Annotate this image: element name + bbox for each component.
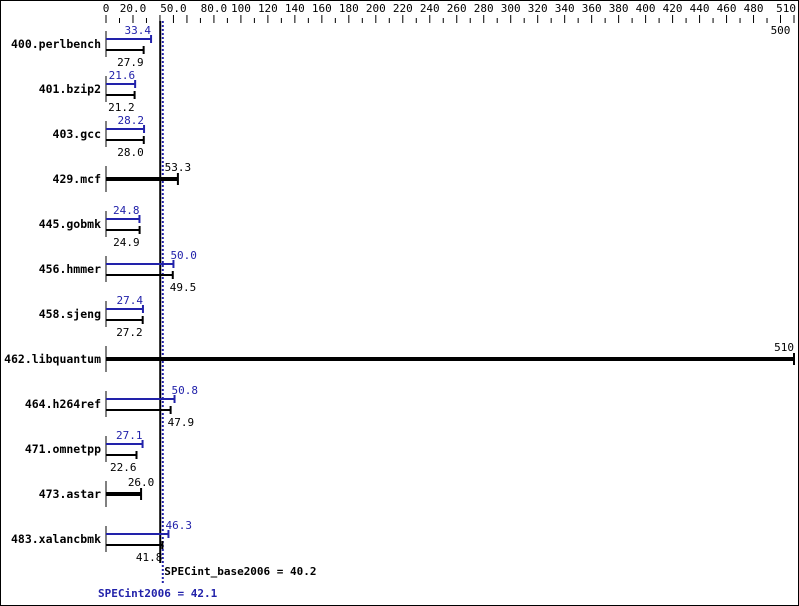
base-value-label: 47.9 <box>168 416 195 429</box>
peak-value-label: 46.3 <box>165 519 192 532</box>
tick-label: 340 <box>555 2 575 15</box>
peak-value-label: 28.2 <box>118 114 145 127</box>
tick-label: 360 <box>582 2 602 15</box>
base-value-label: 21.2 <box>108 101 135 114</box>
tick-label: 320 <box>528 2 548 15</box>
tick-label: 260 <box>447 2 467 15</box>
peak-value-label: 33.4 <box>125 24 152 37</box>
tick-label: 500 <box>771 24 791 37</box>
base-value-label: 24.9 <box>113 236 140 249</box>
benchmark-label: 473.astar <box>39 487 101 501</box>
benchmark-label: 401.bzip2 <box>39 82 101 96</box>
base-value-label: 27.9 <box>117 56 144 69</box>
peak-value-label: 27.4 <box>116 294 143 307</box>
tick-label: 420 <box>663 2 683 15</box>
tick-label: 280 <box>474 2 494 15</box>
peak-value-label: 21.6 <box>109 69 136 82</box>
benchmark-label: 483.xalancbmk <box>11 532 101 546</box>
base-value-label: 22.6 <box>110 461 137 474</box>
base-mean-label: SPECint_base2006 = 40.2 <box>164 565 316 578</box>
base-value-label: 53.3 <box>165 161 192 174</box>
tick-label: 480 <box>744 2 764 15</box>
tick-label: 300 <box>501 2 521 15</box>
benchmark-label: 429.mcf <box>53 172 102 186</box>
base-value-label: 49.5 <box>170 281 197 294</box>
tick-label: 220 <box>393 2 413 15</box>
benchmark-label: 458.sjeng <box>39 307 101 321</box>
base-value-label: 28.0 <box>117 146 144 159</box>
benchmark-label: 462.libquantum <box>4 352 101 366</box>
tick-label: 240 <box>420 2 440 15</box>
tick-label: 510 <box>776 2 796 15</box>
peak-value-label: 24.8 <box>113 204 140 217</box>
tick-label: 80.0 <box>201 2 228 15</box>
base-value-label: 41.8 <box>136 551 163 564</box>
peak-value-label: 50.0 <box>170 249 197 262</box>
tick-label: 460 <box>717 2 737 15</box>
tick-label: 140 <box>285 2 305 15</box>
peak-value-label: 27.1 <box>116 429 143 442</box>
base-value-label: 510 <box>774 341 794 354</box>
base-value-label: 26.0 <box>128 476 155 489</box>
tick-label: 380 <box>609 2 629 15</box>
benchmark-label: 400.perlbench <box>11 37 101 51</box>
benchmark-label: 403.gcc <box>53 127 101 141</box>
peak-mean-label: SPECint2006 = 42.1 <box>98 587 218 600</box>
benchmark-label: 456.hmmer <box>39 262 101 276</box>
tick-label: 120 <box>258 2 278 15</box>
tick-label: 0 <box>103 2 110 15</box>
benchmark-label: 471.omnetpp <box>25 442 101 456</box>
tick-label: 180 <box>339 2 359 15</box>
tick-label: 440 <box>690 2 710 15</box>
tick-label: 400 <box>636 2 656 15</box>
tick-label: 200 <box>366 2 386 15</box>
tick-label: 50.0 <box>160 2 187 15</box>
benchmark-label: 464.h264ref <box>25 397 101 411</box>
peak-value-label: 50.8 <box>172 384 199 397</box>
tick-label: 20.0 <box>120 2 147 15</box>
tick-label: 160 <box>312 2 332 15</box>
base-value-label: 27.2 <box>116 326 143 339</box>
benchmark-label: 445.gobmk <box>39 217 101 231</box>
tick-label: 100 <box>231 2 251 15</box>
